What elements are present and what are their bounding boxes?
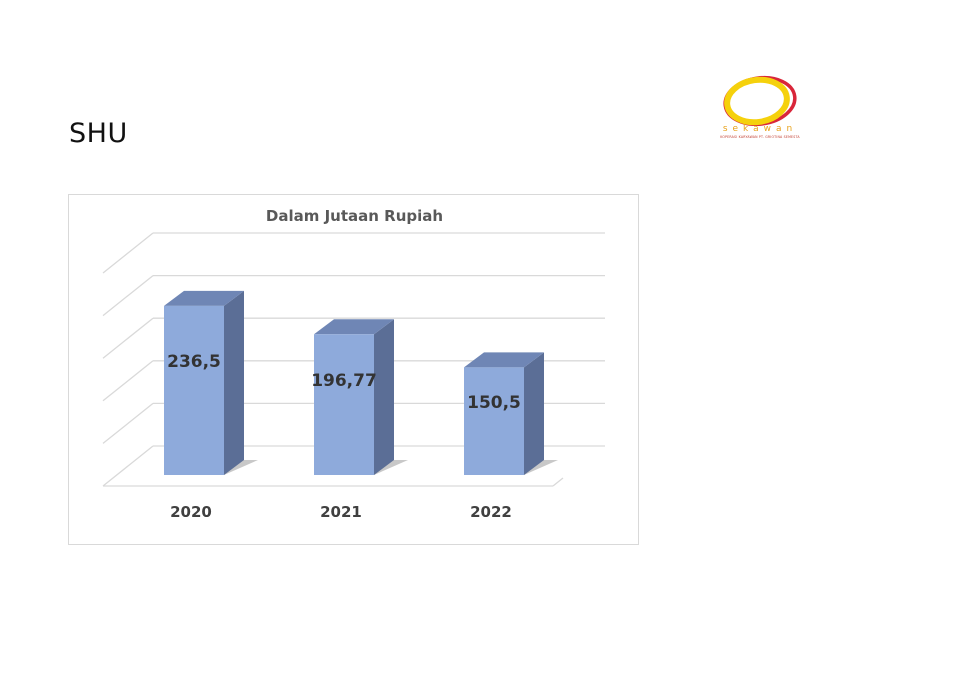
bar-side xyxy=(224,290,244,475)
bar-top xyxy=(464,352,544,368)
logo-ring-icon xyxy=(723,75,797,126)
bar-side xyxy=(374,319,394,475)
floor-edge-side xyxy=(552,477,564,487)
bar-side xyxy=(524,352,544,475)
gridline-side xyxy=(102,275,154,317)
bar-top xyxy=(164,290,244,306)
company-logo: sekawan KOPERASI KARYAWAN PT. GRIOTINA S… xyxy=(702,74,818,146)
bar xyxy=(464,367,524,475)
bar-value-label: 150,5 xyxy=(467,392,521,413)
bar-value-label: 236,5 xyxy=(167,351,221,372)
gridline-side xyxy=(102,317,154,359)
chart-title: Dalam Jutaan Rupiah xyxy=(265,207,444,225)
bar xyxy=(314,334,374,475)
gridline-side xyxy=(102,402,154,444)
chart-container: Dalam Jutaan Rupiah 236,5 2020 196,77 2021 1… xyxy=(68,194,639,545)
bar-top xyxy=(314,319,394,335)
logo-subtitle: KOPERASI KARYAWAN PT. GRIOTINA SEMESTA xyxy=(720,135,800,139)
x-tick-label: 2022 xyxy=(470,503,512,521)
bar xyxy=(164,305,224,475)
gridline-side xyxy=(102,360,154,402)
gridline-side xyxy=(102,232,154,274)
page-title: SHU xyxy=(69,118,128,149)
bar-chart xyxy=(102,232,605,487)
x-tick-label: 2020 xyxy=(170,503,212,521)
logo-wordmark: sekawan xyxy=(722,124,798,134)
x-tick-label: 2021 xyxy=(320,503,362,521)
gridline-side xyxy=(102,445,154,487)
bar-value-label: 196,77 xyxy=(311,370,377,391)
